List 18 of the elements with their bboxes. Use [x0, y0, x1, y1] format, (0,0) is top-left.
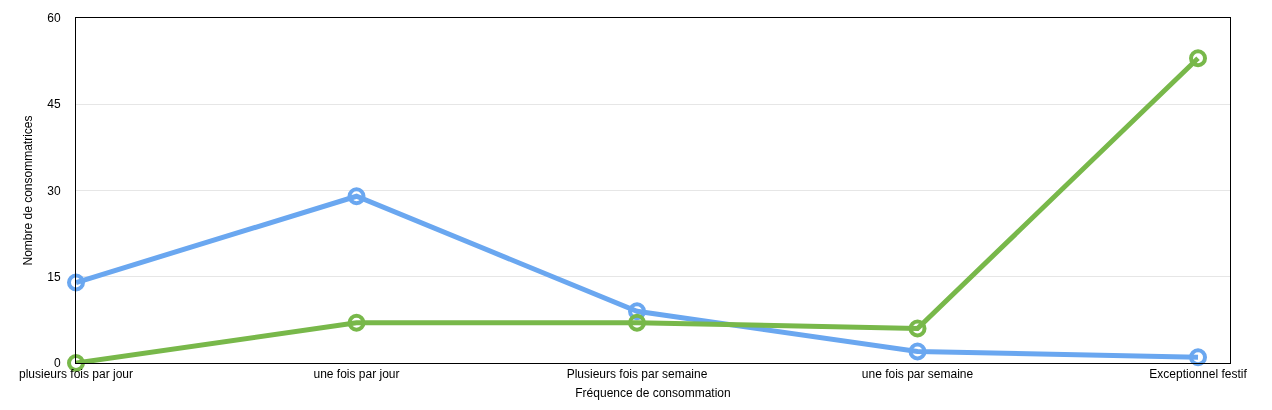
- point: [67, 273, 85, 292]
- y-tick-label: 15: [47, 269, 61, 284]
- point: [1189, 348, 1208, 367]
- point: [347, 313, 366, 332]
- point: [347, 187, 366, 206]
- x-tick-label: Plusieurs fois par semaine: [566, 367, 708, 382]
- point: [628, 313, 647, 332]
- x-tick-label: Exceptionnel festif: [1149, 367, 1248, 382]
- x-tick-label: une fois par semaine: [861, 367, 974, 382]
- point: [908, 342, 927, 361]
- point: [1189, 49, 1208, 68]
- x-tick-label: une fois par jour: [313, 367, 400, 382]
- y-tick-label: 30: [47, 183, 61, 198]
- y-tick-label: 45: [47, 97, 61, 112]
- y-axis-title: Nombre de consommatrices: [20, 115, 35, 266]
- y-tick-label: 60: [47, 11, 61, 26]
- x-axis-title: Fréquence de consommation: [575, 386, 731, 401]
- point: [908, 319, 927, 338]
